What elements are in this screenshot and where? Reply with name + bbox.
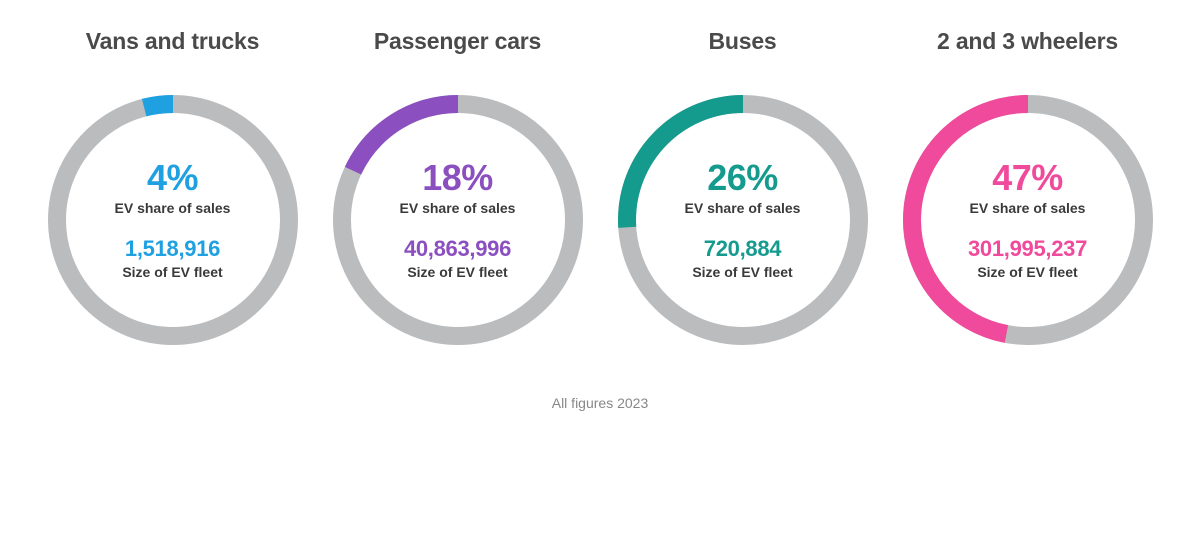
card-passenger-cars: Passenger cars 18% EV share of sales 40,…: [325, 28, 590, 345]
fleet-value: 720,884: [704, 238, 781, 260]
card-buses: Buses 26% EV share of sales 720,884 Size…: [610, 28, 875, 345]
card-two-three-wheelers: 2 and 3 wheelers 47% EV share of sales 3…: [895, 28, 1160, 345]
fleet-label: Size of EV fleet: [692, 264, 792, 280]
card-title: Passenger cars: [374, 28, 541, 55]
fleet-label: Size of EV fleet: [407, 264, 507, 280]
fleet-label: Size of EV fleet: [122, 264, 222, 280]
donut-center: 26% EV share of sales 720,884 Size of EV…: [618, 95, 868, 345]
percent-label: EV share of sales: [685, 200, 801, 216]
donut-chart: 18% EV share of sales 40,863,996 Size of…: [333, 95, 583, 345]
percent-value: 47%: [992, 160, 1063, 196]
percent-value: 4%: [147, 160, 198, 196]
fleet-value: 301,995,237: [968, 238, 1087, 260]
percent-value: 18%: [422, 160, 493, 196]
infographic-container: Vans and trucks 4% EV share of sales 1,5…: [0, 0, 1200, 411]
percent-label: EV share of sales: [970, 200, 1086, 216]
card-title: Buses: [708, 28, 776, 55]
card-title: Vans and trucks: [86, 28, 259, 55]
donut-center: 47% EV share of sales 301,995,237 Size o…: [903, 95, 1153, 345]
fleet-value: 1,518,916: [125, 238, 220, 260]
donut-center: 4% EV share of sales 1,518,916 Size of E…: [48, 95, 298, 345]
card-vans-trucks: Vans and trucks 4% EV share of sales 1,5…: [40, 28, 305, 345]
donut-chart: 26% EV share of sales 720,884 Size of EV…: [618, 95, 868, 345]
donut-chart: 47% EV share of sales 301,995,237 Size o…: [903, 95, 1153, 345]
footnote: All figures 2023: [40, 395, 1160, 411]
donut-center: 18% EV share of sales 40,863,996 Size of…: [333, 95, 583, 345]
fleet-value: 40,863,996: [404, 238, 511, 260]
donut-chart: 4% EV share of sales 1,518,916 Size of E…: [48, 95, 298, 345]
percent-label: EV share of sales: [400, 200, 516, 216]
percent-label: EV share of sales: [115, 200, 231, 216]
fleet-label: Size of EV fleet: [977, 264, 1077, 280]
donut-row: Vans and trucks 4% EV share of sales 1,5…: [40, 28, 1160, 345]
card-title: 2 and 3 wheelers: [937, 28, 1118, 55]
percent-value: 26%: [707, 160, 778, 196]
